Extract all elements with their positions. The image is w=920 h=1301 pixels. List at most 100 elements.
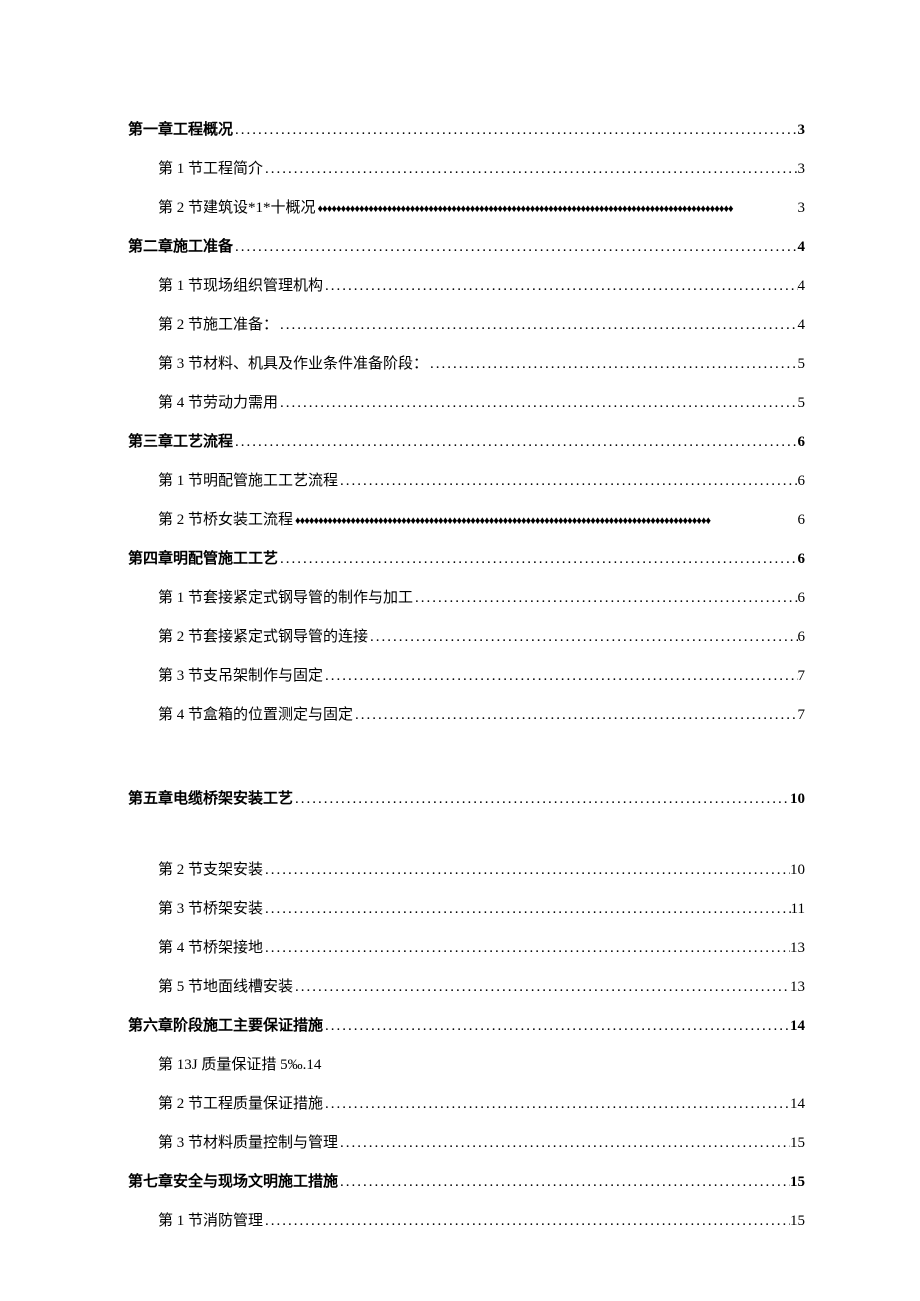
toc-page-number: 3 (798, 157, 806, 181)
toc-leader (293, 508, 797, 532)
toc-page-number: 6 (798, 430, 806, 454)
toc-section-row: 第 1 节消防管理 15 (128, 1209, 805, 1233)
toc-leader (428, 352, 797, 376)
toc-entry-text: 第 3 节桥架安装 (158, 897, 263, 921)
toc-page-number: 15 (790, 1209, 805, 1233)
toc-page-number: 6 (798, 625, 806, 649)
toc-section-row: 第 2 节桥女装工流程 6 (128, 508, 805, 532)
toc-entry-text: 第七章安全与现场文明施工措施 (128, 1170, 338, 1194)
toc-entry-text: 第 3 节材料、机具及作业条件准备阶段： (158, 352, 428, 376)
toc-section-row: 第 4 节劳动力需用5 (128, 391, 805, 415)
toc-section-row: 第 2 节施工准备： 4 (128, 313, 805, 337)
toc-entry-text: 第 2 节套接紧定式钢导管的连接 (158, 625, 368, 649)
toc-page-number: 13 (790, 975, 805, 999)
toc-leader (368, 625, 797, 649)
toc-section-row: 第 13J 质量保证措 5‰.14 (128, 1053, 805, 1077)
toc-entry-text: 第六章阶段施工主要保证措施 (128, 1014, 323, 1038)
toc-page-number: 4 (798, 274, 806, 298)
toc-gap (128, 742, 805, 787)
toc-entry-text: 第 4 节桥架接地 (158, 936, 263, 960)
toc-entry-text: 第 5 节地面线槽安装 (158, 975, 293, 999)
toc-leader (293, 975, 790, 999)
toc-chapter-row: 第六章阶段施工主要保证措施 14 (128, 1014, 805, 1038)
toc-entry-text: 第 1 节明配管施工工艺流程 (158, 469, 338, 493)
toc-entry-text: 第 2 节施工准备： (158, 313, 278, 337)
toc-section-row: 第 4 节盒箱的位置测定与固定 7 (128, 703, 805, 727)
toc-entry-text: 第五章电缆桥架安装工艺 (128, 787, 293, 811)
toc-section-row: 第 1 节明配管施工工艺流程 6 (128, 469, 805, 493)
toc-entry-text: 第三章工艺流程 (128, 430, 233, 454)
toc-section-row: 第 2 节建筑设*1*十概况 3 (128, 196, 805, 220)
toc-leader (263, 157, 797, 181)
toc-leader (338, 1131, 790, 1155)
toc-entry-text: 第 2 节支架安装 (158, 858, 263, 882)
toc-leader (323, 1092, 790, 1116)
toc-chapter-row: 第四章明配管施工工艺 6 (128, 547, 805, 571)
toc-page-number: 7 (798, 664, 806, 688)
toc-leader (263, 897, 791, 921)
toc-leader (338, 469, 797, 493)
toc-page-number: 6 (798, 469, 806, 493)
toc-section-row: 第 3 节支吊架制作与固定 7 (128, 664, 805, 688)
toc-page-number: 6 (798, 547, 806, 571)
toc-leader (293, 787, 790, 811)
toc-entry-text: 第 2 节桥女装工流程 (158, 508, 293, 532)
toc-chapter-row: 第七章安全与现场文明施工措施 15 (128, 1170, 805, 1194)
toc-chapter-row: 第三章工艺流程 6 (128, 430, 805, 454)
toc-entry-text: 第四章明配管施工工艺 (128, 547, 278, 571)
toc-section-row: 第 2 节工程质量保证措施14 (128, 1092, 805, 1116)
toc-leader (233, 430, 797, 454)
toc-page-number: 4 (798, 235, 806, 259)
toc-page-number: 15 (790, 1170, 805, 1194)
toc-section-row: 第 1 节工程简介 3 (128, 157, 805, 181)
toc-leader (338, 1170, 790, 1194)
toc-leader (263, 1209, 790, 1233)
toc-entry-text: 第 2 节建筑设*1*十概况 (158, 196, 316, 220)
toc-entry-text: 第一章工程概况 (128, 118, 233, 142)
toc-leader (316, 196, 798, 220)
toc-leader (413, 586, 797, 610)
toc-page-number: 5 (798, 352, 806, 376)
toc-leader (263, 858, 790, 882)
toc-entry-text: 第 1 节现场组织管理机构 (158, 274, 323, 298)
toc-entry-text: 第 4 节劳动力需用 (158, 391, 278, 415)
toc-leader (233, 235, 797, 259)
toc-page-number: 6 (798, 586, 806, 610)
toc-gap (128, 826, 805, 858)
toc-page-number: 13 (790, 936, 805, 960)
toc-entry-text: 第 1 节消防管理 (158, 1209, 263, 1233)
toc-page-number: 7 (798, 703, 806, 727)
toc-leader (278, 313, 797, 337)
toc-page-number: 3 (798, 196, 806, 220)
toc-entry-text: 第 1 节套接紧定式钢导管的制作与加工 (158, 586, 413, 610)
toc-leader (353, 703, 797, 727)
toc-section-row: 第 3 节桥架安装 11 (128, 897, 805, 921)
toc-entry-text: 第 4 节盒箱的位置测定与固定 (158, 703, 353, 727)
toc-entry-text: 第 1 节工程简介 (158, 157, 263, 181)
toc-entry-text: 第 3 节支吊架制作与固定 (158, 664, 323, 688)
toc-page-number: 14 (790, 1092, 805, 1116)
toc-page-number: 6 (798, 508, 806, 532)
toc-page-number: 10 (790, 787, 805, 811)
toc-page-number: 10 (790, 858, 805, 882)
toc-section-row: 第 3 节材料、机具及作业条件准备阶段： 5 (128, 352, 805, 376)
toc-section-row: 第 1 节现场组织管理机构 4 (128, 274, 805, 298)
toc-page-number: 3 (798, 118, 806, 142)
toc-section-row: 第 2 节套接紧定式钢导管的连接 6 (128, 625, 805, 649)
toc-page-number: 11 (791, 897, 805, 921)
toc-chapter-row: 第二章施工准备 4 (128, 235, 805, 259)
toc-leader (278, 391, 797, 415)
toc-entry-text: 第 13J 质量保证措 5‰.14 (158, 1053, 805, 1077)
toc-chapter-row: 第五章电缆桥架安装工艺 10 (128, 787, 805, 811)
toc-leader (323, 664, 797, 688)
toc-section-row: 第 5 节地面线槽安装 13 (128, 975, 805, 999)
toc-leader (233, 118, 797, 142)
toc-chapter-row: 第一章工程概况 3 (128, 118, 805, 142)
toc-leader (323, 274, 797, 298)
toc-leader (263, 936, 790, 960)
toc-entry-text: 第二章施工准备 (128, 235, 233, 259)
toc-page-number: 14 (790, 1014, 805, 1038)
toc-section-row: 第 3 节材料质量控制与管理15 (128, 1131, 805, 1155)
toc-leader (278, 547, 797, 571)
toc-page-number: 4 (798, 313, 806, 337)
